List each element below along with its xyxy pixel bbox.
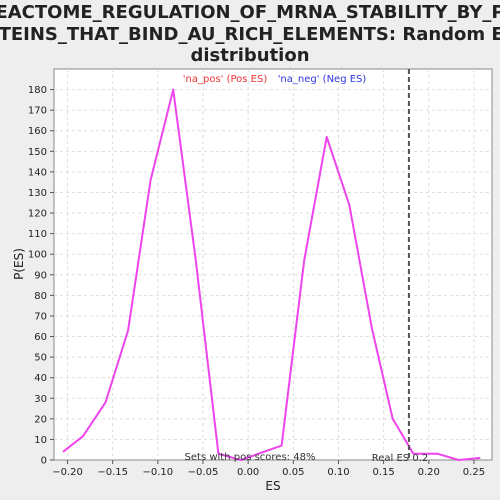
x-tick-label: −0.10 xyxy=(143,467,174,478)
x-tick-label: 0.20 xyxy=(418,467,440,478)
y-axis-label: P(ES) xyxy=(12,248,26,280)
y-tick-label: 70 xyxy=(34,311,47,322)
chart-title-line-3: distribution xyxy=(190,45,309,66)
axes: 0 10 20 30 40 50 60 70 80 90 100 110 120 130 140 150 160… xyxy=(28,85,485,478)
y-tick-label: 10 xyxy=(34,435,47,446)
x-tick-label: 0.05 xyxy=(282,467,304,478)
x-tick-label: −0.20 xyxy=(52,467,83,478)
y-tick-label: 110 xyxy=(28,229,47,240)
y-tick-label: 50 xyxy=(34,353,47,364)
y-tick-label: 20 xyxy=(34,414,47,425)
y-tick-label: 100 xyxy=(28,250,47,261)
y-tick-label: 90 xyxy=(34,270,47,281)
y-tick-label: 40 xyxy=(34,373,47,384)
legend-entry-pos: 'na_pos' (Pos ES) xyxy=(183,74,268,85)
x-tick-label: 0.15 xyxy=(372,467,394,478)
plot-area xyxy=(53,68,493,461)
grid-lines xyxy=(54,69,492,460)
series-layer xyxy=(62,88,481,461)
y-tick-label: 30 xyxy=(34,394,47,405)
y-tick-label: 170 xyxy=(28,106,47,117)
y-tick-label: 60 xyxy=(34,332,47,343)
legend-entry-neg: 'na_neg' (Neg ES) xyxy=(278,74,367,85)
y-tick-label: 140 xyxy=(28,167,47,178)
y-tick-label: 0 xyxy=(41,456,47,467)
chart-title-line-1: REACTOME_REGULATION_OF_MRNA_STABILITY_BY… xyxy=(0,2,500,23)
y-tick-label: 130 xyxy=(28,188,47,199)
real-es-label: Real ES 0.2 xyxy=(372,453,428,464)
y-tick-label: 160 xyxy=(28,126,47,137)
y-tick-label: 180 xyxy=(28,85,47,96)
pos-score-note: Sets with pos scores: 48% xyxy=(185,452,316,463)
x-axis-label: ES xyxy=(265,479,280,493)
chart-title-line-2: OTEINS_THAT_BIND_AU_RICH_ELEMENTS: Rando… xyxy=(0,24,500,45)
x-tick-label: −0.15 xyxy=(97,467,128,478)
chart-title: REACTOME_REGULATION_OF_MRNA_STABILITY_BY… xyxy=(0,2,500,66)
x-tick-label: −0.05 xyxy=(188,467,219,478)
x-tick-label: 0.25 xyxy=(463,467,485,478)
y-tick-label: 120 xyxy=(28,209,47,220)
x-tick-label: 0.00 xyxy=(237,467,259,478)
x-tick-label: 0.10 xyxy=(327,467,349,478)
series-line xyxy=(62,88,481,461)
y-tick-label: 150 xyxy=(28,147,47,158)
y-tick-label: 80 xyxy=(34,291,47,302)
